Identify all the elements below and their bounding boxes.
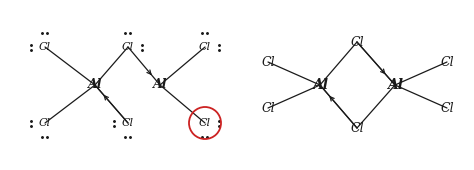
Text: Cl: Cl <box>440 101 454 115</box>
Text: Cl: Cl <box>199 118 211 128</box>
Text: Cl: Cl <box>261 55 275 69</box>
Text: Cl: Cl <box>122 42 134 52</box>
Text: Cl: Cl <box>39 42 51 52</box>
Text: Cl: Cl <box>199 42 211 52</box>
Text: Cl: Cl <box>350 36 364 48</box>
Text: Cl: Cl <box>440 55 454 69</box>
Text: Al: Al <box>88 79 102 91</box>
Text: Cl: Cl <box>122 118 134 128</box>
Text: Al: Al <box>312 78 328 92</box>
Text: Cl: Cl <box>39 118 51 128</box>
Text: Cl: Cl <box>261 101 275 115</box>
Text: Al: Al <box>387 78 403 92</box>
Text: Al: Al <box>153 79 167 91</box>
Text: Cl: Cl <box>350 122 364 134</box>
